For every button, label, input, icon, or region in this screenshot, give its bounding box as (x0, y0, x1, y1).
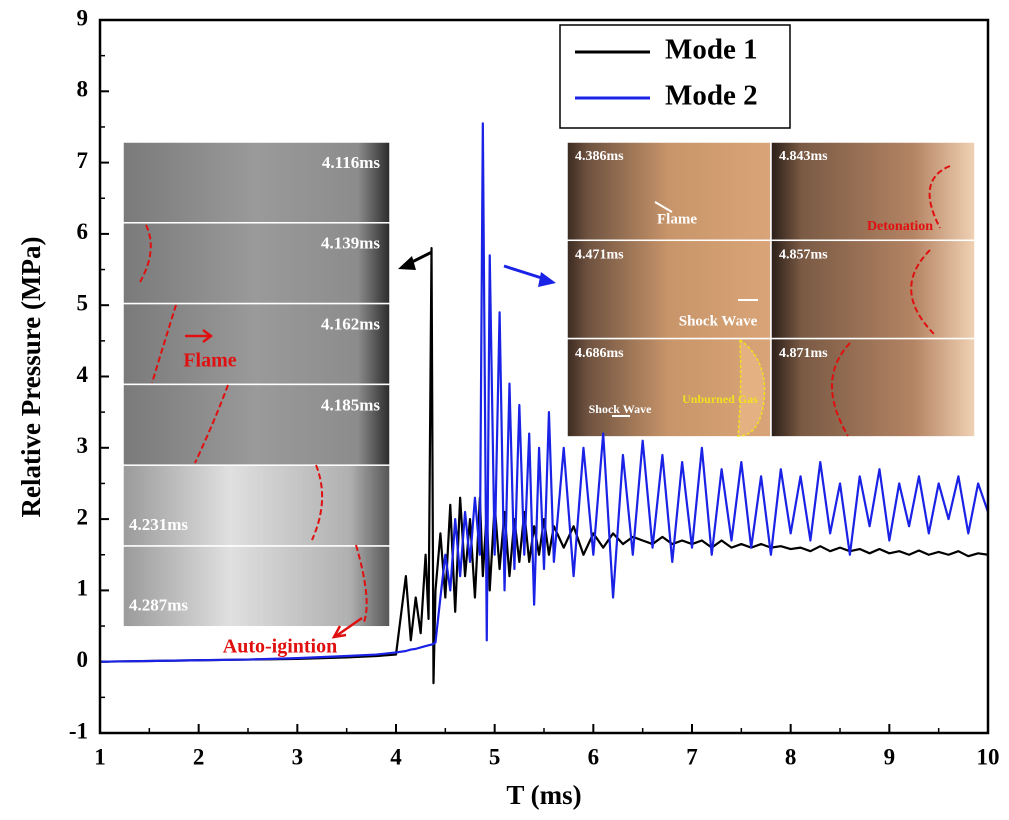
x-tick-label: 10 (977, 744, 1000, 769)
inset-frame (122, 141, 391, 224)
annotation: Unburned Gas (682, 392, 758, 406)
detonation-front (910, 249, 936, 336)
frame-time: 4.871ms (779, 346, 828, 361)
series-line (99, 122, 990, 663)
y-tick-label: 9 (77, 5, 89, 30)
inset-frame (770, 337, 976, 438)
y-tick-label: 1 (77, 576, 89, 601)
annotation: Flame (183, 350, 236, 372)
x-tick-label: 8 (785, 744, 797, 769)
y-tick-label: 5 (77, 290, 89, 315)
inset-frame (122, 302, 391, 386)
x-tick-label: 6 (588, 744, 600, 769)
annotation: Shock Wave (679, 313, 758, 329)
y-tick-label: 2 (77, 504, 89, 529)
annotation: Flame (657, 211, 697, 227)
legend-label: Mode 1 (665, 34, 758, 66)
frame-time: 4.139ms (321, 234, 380, 253)
white-arrows (612, 201, 758, 417)
inset-frame (122, 464, 391, 547)
x-tick-label: 1 (94, 744, 106, 769)
x-tick-label: 5 (489, 744, 501, 769)
frame-time: 4.185ms (321, 395, 380, 414)
annotation: Detonation (867, 219, 933, 234)
annotation: Shock Wave (589, 402, 652, 416)
inset-frame (122, 545, 391, 628)
inset-frame (122, 222, 391, 305)
flame-front (311, 464, 324, 541)
y-tick-label: 8 (77, 77, 89, 102)
x-tick-label: 3 (292, 744, 304, 769)
y-tick-label: 3 (77, 433, 89, 458)
y-tick-label: 6 (77, 219, 89, 244)
pointer-arrows (398, 250, 556, 287)
legend-box (559, 24, 791, 129)
y-tick-label: 0 (77, 647, 89, 672)
y-tick-label: 7 (77, 148, 89, 173)
frame-time: 4.231ms (129, 515, 188, 534)
ignition-arrow (331, 616, 363, 639)
inset-frame (566, 337, 772, 438)
y-tick-label: -1 (69, 718, 88, 743)
x-tick-label: 7 (686, 744, 698, 769)
frame-time: 4.162ms (321, 315, 380, 334)
plot-frame (98, 18, 990, 735)
legend-label: Mode 2 (665, 80, 758, 112)
y-tick-label: 4 (77, 362, 89, 387)
unburned-region (737, 338, 766, 437)
flame-front (151, 304, 177, 384)
x-tick-label: 9 (884, 744, 896, 769)
frame-time: 4.386ms (575, 149, 624, 164)
y-axis-title: Relative Pressure (MPa) (16, 237, 46, 518)
inset-frame (770, 141, 976, 242)
detonation-front (831, 342, 851, 437)
flame-arrow (185, 329, 214, 343)
frame-time: 4.843ms (779, 149, 828, 164)
detonation-front (928, 165, 951, 229)
frame-time: 4.287ms (129, 596, 188, 615)
x-tick-label: 2 (193, 744, 205, 769)
inset-frame (122, 383, 391, 466)
inset-frame (566, 239, 772, 340)
frame-time: 4.686ms (575, 346, 624, 361)
flame-front (355, 544, 368, 623)
annotation: Auto-igintion (223, 636, 337, 658)
inset-frame (770, 239, 976, 340)
flame-front (139, 224, 152, 283)
frame-time: 4.857ms (779, 248, 828, 263)
x-tick-label: 4 (390, 744, 402, 769)
legend: Mode 1 Mode 2 (559, 24, 791, 129)
flame-front (194, 384, 229, 464)
x-axis-title: T (ms) (506, 780, 581, 810)
frame-time: 4.471ms (575, 248, 624, 263)
frame-time: 4.116ms (322, 153, 380, 172)
